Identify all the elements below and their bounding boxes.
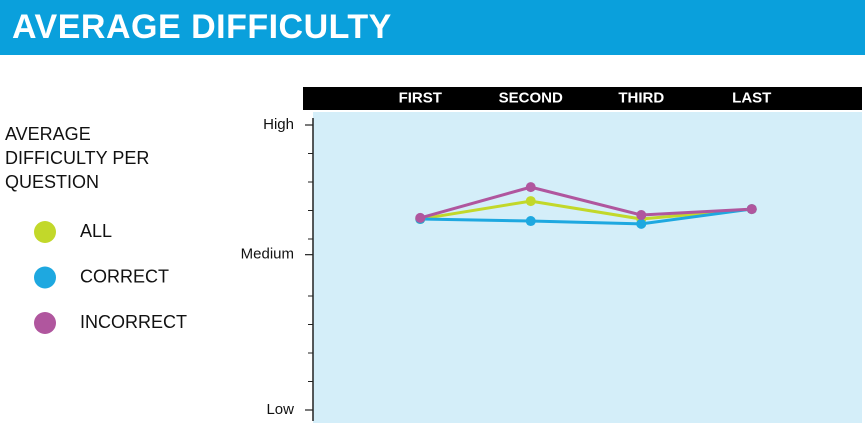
y-tick-label: Low [266,401,294,418]
data-point [525,182,536,193]
legend-label: CORRECT [80,266,169,286]
data-point [415,212,426,223]
data-point [746,204,757,215]
plot-area [313,112,862,423]
legend-label: ALL [80,221,112,241]
y-tick-label: High [263,116,294,133]
y-tick-label: Medium [241,246,294,263]
header-bar [0,0,865,55]
x-tick-label: THIRD [618,89,664,106]
x-tick-label: SECOND [499,89,563,106]
legend-swatch [34,221,56,243]
x-tick-label: FIRST [399,89,442,106]
data-point [525,196,536,207]
series-line [419,185,752,220]
data-point [525,216,536,227]
legend-swatch [34,312,56,334]
category-bar [303,87,862,110]
legend-label: INCORRECT [80,312,187,332]
data-point [636,210,647,221]
series-line [420,207,752,226]
legend-swatch [34,266,56,289]
legend-title: AVERAGE DIFFICULTY PER QUESTION [5,124,150,192]
chart-title: AVERAGE DIFFICULTY [12,8,392,46]
data-point [636,218,647,229]
series-line [420,199,752,221]
x-tick-label: LAST [732,89,771,106]
